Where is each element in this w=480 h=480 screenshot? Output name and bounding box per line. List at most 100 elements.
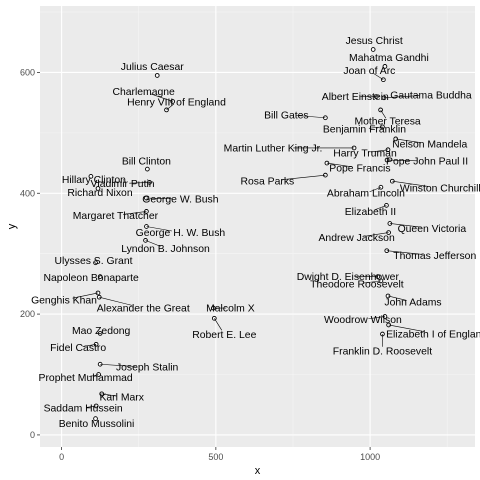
data-point	[370, 47, 376, 52]
point-label: Margaret Thatcher	[73, 211, 159, 222]
point-label: Elizabeth I of England	[386, 329, 480, 340]
point-label: Prophet Muhammad	[39, 373, 133, 384]
leader-line	[368, 126, 383, 129]
y-tick-label: 200	[20, 309, 35, 319]
point-label: Bill Gates	[264, 110, 308, 121]
point-label: John Adams	[384, 297, 441, 308]
point-label: Queen Victoria	[398, 224, 467, 235]
point-label: Gautama Buddha	[390, 90, 472, 101]
axis-ticks: 0 500 1000 0 200 400 600	[20, 67, 380, 462]
point-label: Saddam Hussein	[44, 403, 123, 414]
leader-line	[370, 149, 389, 153]
leader-line	[123, 211, 147, 215]
data-point	[154, 73, 160, 78]
leader-line	[326, 162, 352, 168]
leader-line	[129, 182, 150, 184]
point-label: Woodrow Wilson	[324, 315, 402, 326]
y-tick-label: 400	[20, 188, 35, 198]
data-point	[88, 174, 94, 179]
x-tick-label: 1000	[360, 452, 380, 462]
point-label: Theodore Roosevelt	[310, 279, 404, 290]
point-label: Charlemagne	[112, 87, 175, 98]
leader-line	[395, 138, 422, 143]
leader-line	[383, 95, 420, 99]
leader-line	[369, 186, 382, 193]
point-label: Joseph Stalin	[116, 363, 179, 374]
leader-line	[281, 174, 326, 180]
point-label: Pope John Paul II	[386, 157, 468, 168]
point-label: Hillary Clinton	[62, 175, 126, 186]
data-point	[382, 64, 388, 69]
point-label: Thomas Jefferson	[393, 251, 476, 262]
point-label: Napoleon Bonaparte	[43, 273, 139, 284]
leader-line	[364, 232, 389, 237]
leader-line	[72, 292, 99, 299]
leader-line	[380, 109, 387, 119]
data-point	[93, 260, 98, 266]
point-label: Karl Marx	[99, 392, 144, 403]
point-label: Albert Einstein	[322, 92, 389, 103]
leader-line	[368, 316, 385, 320]
leader-line	[392, 180, 429, 187]
point-label: Rosa Parks	[241, 177, 295, 188]
point-label: Henry VIII of England	[127, 97, 226, 108]
y-axis-title: y	[6, 223, 18, 229]
leader-line	[150, 93, 173, 102]
data-point	[95, 186, 101, 191]
x-tick-label: 0	[59, 452, 64, 462]
point-label: Mahatma Gandhi	[349, 53, 429, 64]
leader-line	[86, 405, 97, 408]
point-label: Robert E. Lee	[192, 330, 256, 341]
leader-line	[166, 103, 175, 111]
point-label: Joan of Arc	[343, 66, 395, 77]
y-tick-label: 0	[30, 430, 35, 440]
leader-line	[389, 223, 422, 228]
point-label: Dwight D. Eisenhower	[297, 272, 400, 283]
point-label: Mother Teresa	[354, 116, 420, 127]
point-label: Richard Nixon	[67, 188, 132, 199]
leader-line	[362, 280, 381, 284]
point-label: Vladimir Putin	[90, 179, 154, 190]
point-labels: Jesus Christ Mahatma Gandhi Joan of Arc Gau…	[31, 36, 480, 430]
point-label: Mao Zedong	[72, 326, 131, 337]
point-label: Fidel Castro	[50, 343, 106, 354]
leader-line	[101, 393, 117, 397]
leader-line	[88, 374, 99, 378]
leader-line	[146, 226, 172, 232]
leader-line	[146, 197, 172, 200]
leader-line	[388, 324, 425, 333]
leader-line	[387, 159, 418, 162]
leader-line	[372, 72, 384, 80]
leader-line	[214, 318, 223, 331]
point-label: Julius Caesar	[121, 62, 184, 73]
point-label: Benjamin Franklin	[323, 124, 406, 135]
data-point	[97, 274, 103, 279]
point-label: Lyndon B. Johnson	[121, 244, 210, 255]
leader-line	[100, 363, 136, 367]
data-point	[97, 331, 103, 336]
point-label: Ulysses S. Grant	[55, 256, 133, 267]
leader-line	[387, 295, 407, 301]
point-label: George W. Bush	[142, 195, 218, 206]
leader-line	[145, 240, 161, 247]
grid-lines	[40, 6, 475, 447]
data-point	[93, 416, 98, 421]
point-label: Bill Clinton	[122, 157, 171, 168]
x-axis-title: x	[255, 465, 261, 477]
point-label: Nelson Mandela	[392, 139, 467, 150]
point-label: Benito Mussolini	[59, 419, 135, 430]
point-label: Franklin D. Roosevelt	[333, 347, 432, 358]
point-label: Elizabeth II	[345, 207, 396, 218]
point-label: Genghis Khan	[31, 295, 97, 306]
point-label: Alexander the Great	[97, 304, 190, 315]
leader-line	[296, 115, 326, 119]
leader-line	[99, 296, 133, 306]
point-label: Pope Francis	[329, 164, 390, 175]
point-label: Harry Truman	[333, 148, 397, 159]
point-label: Abraham Lincoln	[327, 189, 405, 200]
y-tick-label: 600	[20, 67, 35, 77]
point-label: Jesus Christ	[346, 36, 403, 47]
leader-line	[374, 205, 387, 211]
point-label: George H. W. Bush	[136, 228, 226, 239]
